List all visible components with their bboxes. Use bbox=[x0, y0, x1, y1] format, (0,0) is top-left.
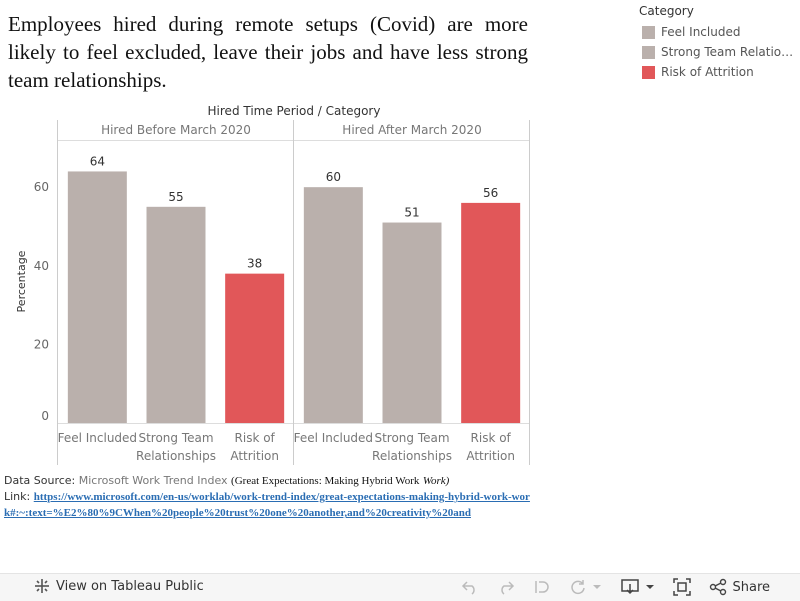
x-tick-label: Feel Included bbox=[58, 431, 137, 445]
source-link[interactable]: https://www.microsoft.com/en-us/worklab/… bbox=[4, 491, 530, 519]
legend-swatch bbox=[642, 65, 655, 79]
view-on-tableau-button[interactable]: View on Tableau Public bbox=[34, 578, 204, 594]
revert-button[interactable] bbox=[533, 579, 551, 595]
data-label: 60 bbox=[326, 170, 341, 184]
legend-title: Category bbox=[639, 4, 694, 18]
undo-icon bbox=[461, 579, 479, 595]
x-tick-label: Strong Team bbox=[374, 431, 449, 445]
x-tick-label: Risk of bbox=[235, 431, 276, 445]
legend-item-risk-of-attrition[interactable]: Risk of Attrition bbox=[639, 62, 799, 82]
y-tick-label: 60 bbox=[34, 180, 49, 194]
share-button[interactable]: Share bbox=[709, 578, 770, 596]
bar bbox=[382, 222, 442, 423]
redo-button[interactable] bbox=[497, 579, 515, 595]
toolbar: View on Tableau Public Share bbox=[0, 573, 800, 601]
revert-icon bbox=[533, 579, 551, 595]
legend: Category Feel Included Strong Team Relat… bbox=[639, 4, 799, 82]
undo-button[interactable] bbox=[461, 579, 479, 595]
download-button[interactable] bbox=[620, 578, 655, 596]
x-tick-label: Feel Included bbox=[294, 431, 373, 445]
legend-item-feel-included[interactable]: Feel Included bbox=[639, 22, 799, 42]
bar bbox=[146, 206, 206, 423]
x-tick-label: Attrition bbox=[230, 449, 279, 463]
source-detail: (Great Expectations: Making Hybrid Work bbox=[231, 475, 420, 487]
x-tick-label: Strong Team bbox=[138, 431, 213, 445]
y-axis-label: Percentage bbox=[15, 250, 28, 312]
y-tick-label: 40 bbox=[34, 259, 49, 273]
download-icon bbox=[620, 578, 640, 596]
bar bbox=[225, 273, 285, 423]
data-label: 64 bbox=[90, 154, 105, 168]
page-title: Employees hired during remote setups (Co… bbox=[8, 12, 528, 92]
chart-title: Hired Time Period / Category bbox=[208, 104, 381, 118]
bar bbox=[461, 202, 521, 423]
data-label: 55 bbox=[168, 190, 183, 204]
legend-label: Feel Included bbox=[661, 25, 741, 39]
fullscreen-icon bbox=[673, 578, 692, 596]
share-icon bbox=[709, 578, 727, 596]
chevron-down-icon bbox=[592, 583, 602, 591]
refresh-icon bbox=[569, 579, 587, 595]
view-on-tableau-label: View on Tableau Public bbox=[56, 578, 204, 594]
bar-chart: Hired Time Period / Category Percentage 0 2… bbox=[15, 104, 530, 465]
chevron-down-icon bbox=[645, 583, 655, 591]
x-tick-label: Relationships bbox=[372, 449, 452, 463]
y-tick-label: 0 bbox=[41, 409, 49, 423]
source-detail-italic: Work) bbox=[422, 475, 450, 487]
data-label: 56 bbox=[483, 186, 498, 200]
x-tick-label: Attrition bbox=[466, 449, 515, 463]
x-tick-label: Risk of bbox=[471, 431, 512, 445]
source-prefix: Data Source: bbox=[4, 474, 76, 487]
fullscreen-button[interactable] bbox=[673, 578, 692, 596]
refresh-button[interactable] bbox=[569, 579, 602, 595]
data-label: 38 bbox=[247, 257, 262, 271]
source-name: Microsoft Work Trend Index bbox=[78, 474, 228, 487]
legend-label: Risk of Attrition bbox=[661, 65, 754, 79]
panel-header: Hired Before March 2020 bbox=[101, 123, 251, 137]
panel-header: Hired After March 2020 bbox=[342, 123, 481, 137]
legend-swatch bbox=[642, 25, 655, 39]
data-source: Data Source: Microsoft Work Trend Index … bbox=[4, 473, 534, 521]
tableau-logo-icon bbox=[34, 578, 50, 594]
x-tick-label: Relationships bbox=[136, 449, 216, 463]
legend-label: Strong Team Relationships bbox=[661, 45, 795, 59]
link-prefix: Link: bbox=[4, 490, 31, 503]
legend-swatch bbox=[642, 45, 655, 59]
data-label: 51 bbox=[404, 206, 419, 220]
y-tick-label: 20 bbox=[34, 337, 49, 351]
share-label: Share bbox=[732, 579, 770, 595]
bar bbox=[67, 171, 127, 423]
legend-item-strong-team-relationships[interactable]: Strong Team Relationships bbox=[639, 42, 799, 62]
redo-icon bbox=[497, 579, 515, 595]
bar bbox=[303, 187, 363, 423]
